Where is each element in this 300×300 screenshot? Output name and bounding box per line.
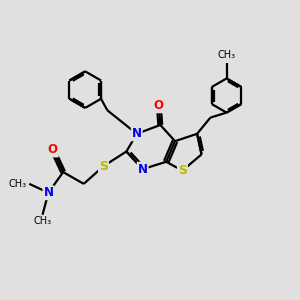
Text: CH₃: CH₃ — [9, 179, 27, 189]
Text: N: N — [44, 186, 53, 199]
Text: S: S — [178, 164, 187, 177]
Text: N: N — [138, 163, 148, 176]
Text: O: O — [154, 99, 164, 112]
Text: CH₃: CH₃ — [34, 216, 52, 226]
Text: S: S — [99, 160, 108, 173]
Text: CH₃: CH₃ — [218, 50, 236, 60]
Text: O: O — [48, 143, 58, 157]
Text: N: N — [132, 127, 142, 140]
